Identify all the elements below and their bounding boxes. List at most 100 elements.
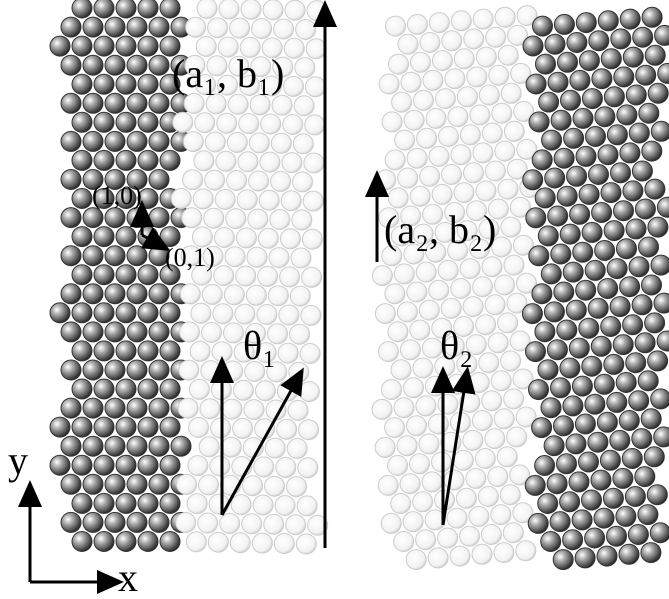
particle (419, 434, 439, 454)
particle (617, 105, 637, 125)
vector-label: (1,0) (92, 181, 142, 210)
particle (94, 112, 114, 132)
particle (629, 123, 649, 143)
particle (171, 189, 191, 209)
particle (589, 31, 609, 51)
particle (629, 257, 649, 277)
particle (293, 172, 313, 192)
particle (127, 131, 147, 151)
particle (528, 513, 548, 533)
particle (573, 242, 593, 262)
particle (288, 400, 308, 420)
particle (622, 449, 642, 469)
particle (297, 496, 317, 516)
particle (302, 229, 322, 249)
particle (388, 188, 408, 208)
particle (149, 17, 169, 37)
particle (613, 335, 633, 355)
particle (199, 475, 219, 495)
particle (94, 36, 114, 56)
particle (610, 297, 630, 317)
particle (473, 143, 493, 163)
particle (607, 125, 627, 145)
particle (226, 209, 246, 229)
particle (416, 396, 436, 416)
particle (201, 361, 221, 381)
particle (391, 494, 411, 514)
particle (385, 284, 405, 304)
particle (476, 181, 496, 201)
particle (476, 315, 496, 335)
particle (72, 455, 92, 475)
particle (379, 342, 399, 362)
particle (594, 508, 614, 528)
particle (478, 487, 498, 507)
particle (641, 543, 661, 563)
particle (579, 452, 599, 472)
particle (623, 315, 643, 335)
particle (127, 474, 147, 494)
particle (291, 248, 311, 268)
particle (626, 353, 646, 373)
particle (177, 474, 197, 494)
particle (501, 351, 521, 371)
particle (567, 166, 587, 186)
particle (127, 512, 147, 532)
particle (127, 55, 147, 75)
particle (149, 436, 169, 456)
particle (560, 224, 580, 244)
particle (604, 221, 624, 241)
particle (194, 151, 214, 171)
particle (233, 418, 253, 438)
particle (83, 208, 103, 228)
particle (558, 52, 578, 72)
particle (250, 95, 270, 115)
particle (160, 379, 180, 399)
particle (525, 475, 545, 495)
particle (61, 55, 81, 75)
particle (523, 170, 543, 190)
particle (138, 150, 158, 170)
particle (278, 343, 298, 363)
particle (61, 93, 81, 113)
particle (294, 96, 314, 116)
particle (492, 103, 512, 123)
particle (268, 286, 288, 306)
particle (626, 85, 646, 105)
particle (657, 331, 669, 351)
particle (149, 170, 169, 190)
particle (426, 108, 446, 128)
particle (597, 412, 617, 432)
particle (586, 127, 606, 147)
particle (303, 191, 323, 211)
particle (116, 417, 136, 437)
particle (428, 548, 448, 568)
particle (650, 523, 669, 543)
particle (127, 436, 147, 456)
particle (445, 69, 465, 89)
particle (237, 190, 257, 210)
particle (472, 544, 492, 564)
particle (466, 468, 486, 488)
particle (642, 275, 662, 295)
particle (414, 90, 434, 110)
particle (61, 360, 81, 380)
particle (138, 0, 158, 18)
particle (72, 265, 92, 285)
particle (453, 450, 473, 470)
particle (585, 260, 605, 280)
particle (632, 429, 652, 449)
particle (206, 94, 226, 114)
particle (61, 208, 81, 228)
particle (105, 17, 125, 37)
particle (526, 74, 546, 94)
particle (214, 228, 234, 248)
particle (454, 183, 474, 203)
particle (420, 33, 440, 53)
particle (501, 83, 521, 103)
particle (72, 493, 92, 513)
particle (475, 449, 495, 469)
particle (212, 342, 232, 362)
particle (601, 317, 621, 337)
particle (138, 341, 158, 361)
